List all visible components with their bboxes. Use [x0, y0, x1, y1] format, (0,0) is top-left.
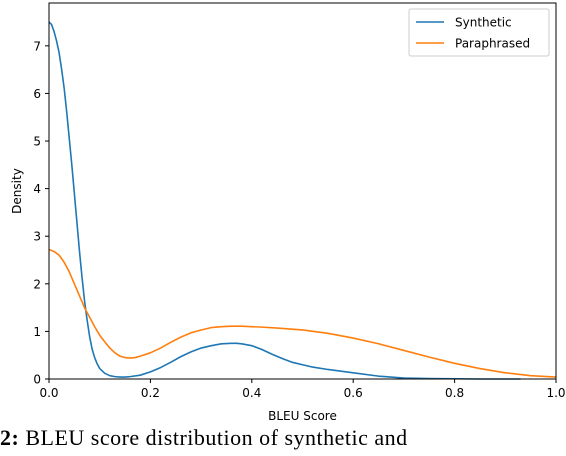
caption-text: BLEU score distribution of synthetic and — [25, 425, 408, 450]
x-tick-label: 0.2 — [141, 386, 160, 400]
legend-box — [408, 8, 550, 57]
series-line-synthetic — [48, 21, 521, 380]
series-layer — [48, 21, 557, 380]
y-tick-label: 4 — [33, 182, 41, 196]
x-tick-label: 0.6 — [344, 386, 363, 400]
x-tick-label: 0.0 — [39, 386, 58, 400]
legend: Synthetic Paraphrased — [408, 8, 550, 57]
x-tick-label: 0.4 — [242, 386, 261, 400]
y-tick-label: 2 — [33, 277, 41, 291]
figure-caption: 2: BLEU score distribution of synthetic … — [0, 425, 566, 456]
y-tick-label: 1 — [33, 325, 41, 339]
y-tick-label: 3 — [33, 230, 41, 244]
legend-label: Paraphrased — [455, 37, 530, 51]
axes-frame — [48, 2, 557, 380]
y-tick-label: 0 — [33, 373, 41, 387]
ticks-layer: 0.0 0.2 0.4 0.6 0.8 1.0 0 1 2 3 4 5 6 7 — [33, 39, 565, 400]
y-tick-label: 7 — [33, 39, 41, 53]
x-tick-label: 0.8 — [445, 386, 464, 400]
y-tick-label: 5 — [33, 135, 41, 149]
y-tick-label: 6 — [33, 87, 41, 101]
x-axis-label: BLEU Score — [268, 409, 337, 423]
x-tick-label: 1.0 — [546, 386, 565, 400]
series-line-paraphrased — [48, 248, 557, 378]
figure-label: 2: — [0, 425, 20, 450]
bleu-density-chart: 0.0 0.2 0.4 0.6 0.8 1.0 0 1 2 3 4 5 6 7 BLEU Score De… — [10, 2, 566, 423]
y-axis-label: Density — [10, 168, 24, 214]
legend-label: Synthetic — [455, 16, 512, 30]
